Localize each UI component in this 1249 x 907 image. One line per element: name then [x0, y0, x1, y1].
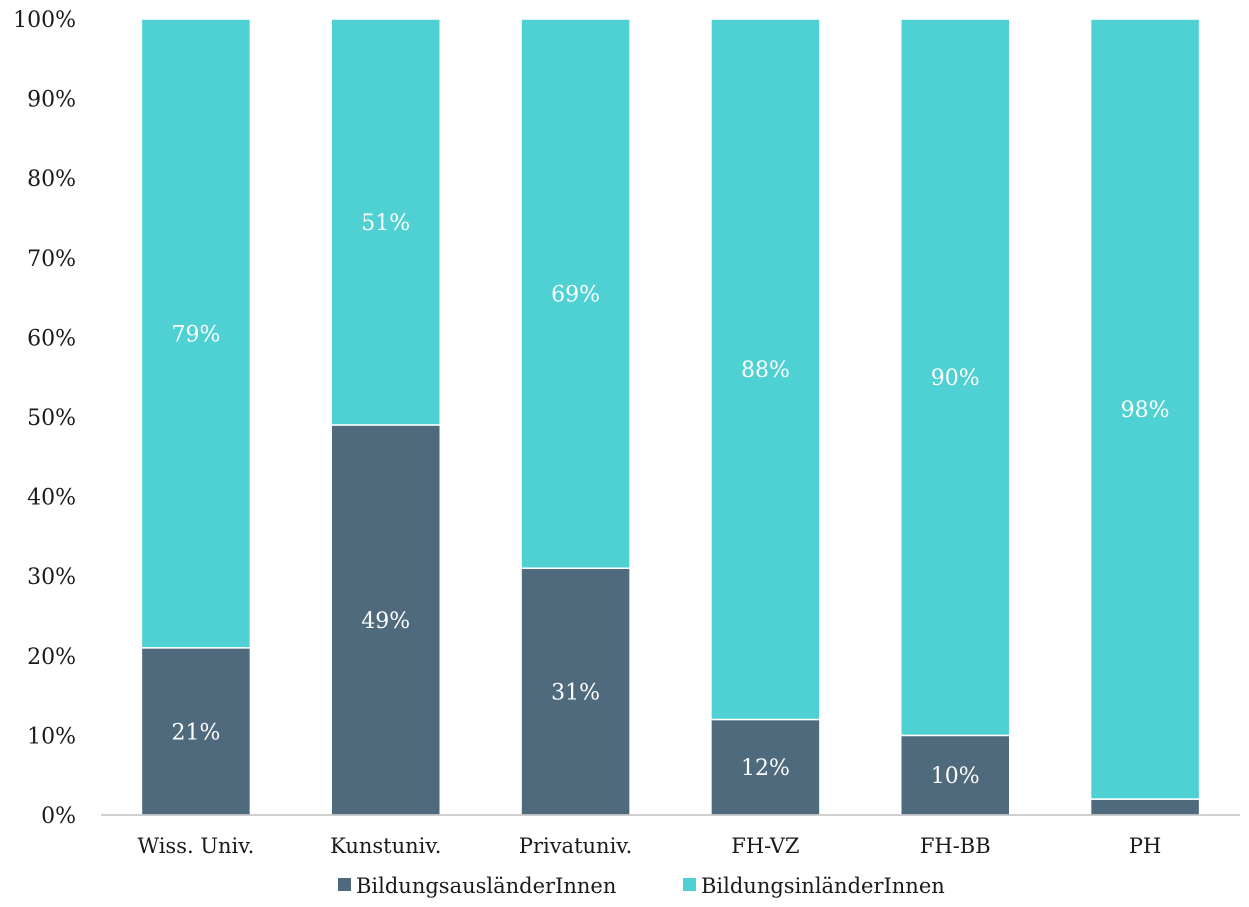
y-tick-label: 10% [27, 724, 76, 749]
legend-label: BildungsausländerInnen [356, 874, 616, 898]
data-label: 10% [931, 764, 980, 789]
x-axis: Wiss. Univ. Kunstuniv. Privatuniv. FH-VZ FH-… [101, 814, 1240, 858]
data-label: 51% [361, 211, 410, 236]
bar-segment [140, 647, 252, 816]
data-label: 88% [741, 358, 790, 383]
bar-segment [710, 18, 821, 721]
data-label: 98% [1121, 398, 1170, 423]
y-tick-label: 60% [27, 326, 76, 351]
y-tick-label: 40% [27, 486, 76, 511]
y-tick-label: 50% [27, 406, 76, 431]
legend-swatch [683, 878, 696, 891]
y-tick-label: 0% [41, 804, 76, 829]
legend-label: BildungsinländerInnen [701, 874, 945, 898]
bar-segment [1089, 798, 1201, 816]
x-tick-label: Privatuniv. [519, 834, 633, 858]
y-tick-label: 30% [27, 565, 76, 590]
bar-segment [330, 18, 441, 426]
y-tick-label: 100% [13, 8, 76, 33]
y-tick-label: 90% [27, 88, 76, 113]
data-label: 31% [551, 681, 600, 706]
y-tick-label: 70% [27, 247, 76, 272]
legend-swatch [338, 878, 351, 891]
legend: BildungsausländerInnen BildungsinländerIn… [338, 874, 945, 898]
y-axis: 0% 10% 20% 30% 40% 50% 60% 70% 80% 90% 100% [13, 8, 76, 829]
data-label: 49% [361, 609, 410, 634]
bar-segment [900, 18, 1011, 737]
data-label: 90% [931, 366, 980, 391]
bar-segment [140, 18, 252, 649]
x-tick-label: PH [1129, 834, 1161, 858]
data-label: 21% [171, 720, 220, 745]
x-tick-label: Kunstuniv. [330, 834, 441, 858]
y-tick-label: 80% [27, 167, 76, 192]
x-tick-label: FH-BB [920, 834, 991, 858]
x-tick-label: Wiss. Univ. [138, 834, 255, 858]
data-label: 12% [741, 756, 790, 781]
data-label: 69% [551, 283, 600, 308]
bar-segment [520, 567, 631, 816]
bar-segment [1089, 18, 1201, 800]
data-label: 79% [171, 322, 220, 347]
bar-segment [520, 18, 631, 569]
y-tick-label: 20% [27, 645, 76, 670]
bars-group: 21% 79% 49% 51% 31% 69% 12% 88% 10% 90% 98% [140, 18, 1201, 816]
x-tick-label: FH-VZ [731, 834, 799, 858]
